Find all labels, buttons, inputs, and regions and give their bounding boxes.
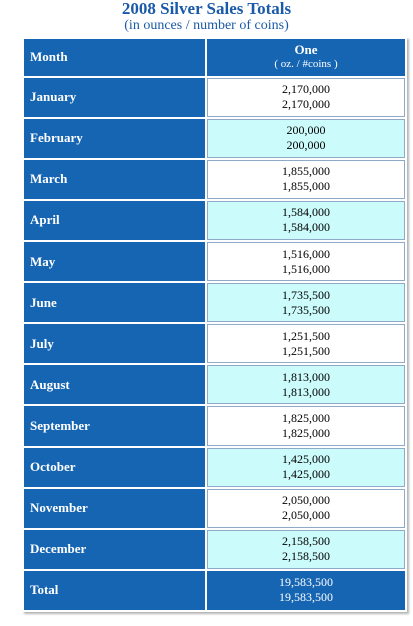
month-label: August bbox=[24, 365, 205, 405]
ounces-value: 1,735,500 bbox=[282, 287, 330, 302]
ounces-value: 1,516,000 bbox=[282, 246, 330, 261]
sales-value-cell: 1,584,000 1,584,000 bbox=[207, 200, 405, 241]
sales-value-cell: 2,050,000 2,050,000 bbox=[207, 488, 405, 528]
total-coins-value: 19,583,500 bbox=[279, 590, 333, 605]
month-label: January bbox=[24, 77, 205, 117]
month-label: June bbox=[24, 283, 205, 323]
coins-value: 1,584,000 bbox=[282, 220, 330, 235]
column-header-value-units: ( oz. / #coins ) bbox=[274, 58, 338, 71]
column-header-month: Month bbox=[24, 39, 205, 76]
month-label: July bbox=[24, 324, 205, 364]
month-label: September bbox=[24, 406, 205, 446]
table-row: April 1,584,000 1,584,000 bbox=[24, 200, 405, 241]
total-ounces-value: 19,583,500 bbox=[279, 575, 333, 590]
page-title: 2008 Silver Sales Totals bbox=[121, 0, 292, 18]
sales-value-cell: 1,425,000 1,425,000 bbox=[207, 447, 405, 487]
ounces-value: 1,825,000 bbox=[282, 410, 330, 425]
table-row: September 1,825,000 1,825,000 bbox=[24, 406, 405, 446]
coins-value: 2,170,000 bbox=[282, 97, 330, 112]
month-label: May bbox=[24, 242, 205, 282]
table-row: January 2,170,000 2,170,000 bbox=[24, 77, 405, 117]
sales-value-cell: 1,825,000 1,825,000 bbox=[207, 406, 405, 446]
sales-value-cell: 2,158,500 2,158,500 bbox=[207, 529, 405, 569]
table-row: August 1,813,000 1,813,000 bbox=[24, 365, 405, 405]
ounces-value: 2,158,500 bbox=[282, 534, 330, 549]
coins-value: 2,158,500 bbox=[282, 549, 330, 564]
month-label: November bbox=[24, 488, 205, 528]
coins-value: 1,813,000 bbox=[282, 384, 330, 399]
coins-value: 2,050,000 bbox=[282, 508, 330, 523]
coins-value: 1,251,500 bbox=[282, 343, 330, 358]
total-label: Total bbox=[24, 570, 205, 610]
table-header-row: Month One ( oz. / #coins ) bbox=[24, 39, 405, 76]
coins-value: 1,855,000 bbox=[282, 179, 330, 194]
sales-value-cell: 1,516,000 1,516,000 bbox=[207, 242, 405, 282]
ounces-value: 1,813,000 bbox=[282, 369, 330, 384]
ounces-value: 1,251,500 bbox=[282, 328, 330, 343]
table-row: May 1,516,000 1,516,000 bbox=[24, 242, 405, 282]
total-row: Total 19,583,500 19,583,500 bbox=[24, 570, 405, 610]
month-label: December bbox=[24, 529, 205, 569]
month-label: March bbox=[24, 159, 205, 199]
month-label: April bbox=[24, 200, 205, 241]
ounces-value: 1,425,000 bbox=[282, 452, 330, 467]
column-header-value: One ( oz. / #coins ) bbox=[207, 39, 405, 76]
table-row: December 2,158,500 2,158,500 bbox=[24, 529, 405, 569]
table-row: November 2,050,000 2,050,000 bbox=[24, 488, 405, 528]
sales-table: Month One ( oz. / #coins ) January 2,170… bbox=[22, 37, 407, 612]
month-label: February bbox=[24, 118, 205, 158]
ounces-value: 200,000 bbox=[286, 123, 326, 138]
month-label: October bbox=[24, 447, 205, 487]
total-value-cell: 19,583,500 19,583,500 bbox=[207, 570, 405, 610]
sales-table-container: Month One ( oz. / #coins ) January 2,170… bbox=[22, 37, 407, 612]
table-row: October 1,425,000 1,425,000 bbox=[24, 447, 405, 487]
ounces-value: 1,855,000 bbox=[282, 164, 330, 179]
ounces-value: 2,170,000 bbox=[282, 82, 330, 97]
sales-value-cell: 1,813,000 1,813,000 bbox=[207, 365, 405, 405]
coins-value: 1,825,000 bbox=[282, 425, 330, 440]
table-row: July 1,251,500 1,251,500 bbox=[24, 324, 405, 364]
coins-value: 1,425,000 bbox=[282, 467, 330, 482]
sales-value-cell: 1,855,000 1,855,000 bbox=[207, 159, 405, 199]
coins-value: 1,735,500 bbox=[282, 302, 330, 317]
coins-value: 1,516,000 bbox=[282, 261, 330, 276]
page-subtitle: (in ounces / number of coins) bbox=[124, 18, 289, 33]
table-row: February 200,000 200,000 bbox=[24, 118, 405, 158]
sales-value-cell: 2,170,000 2,170,000 bbox=[207, 77, 405, 117]
ounces-value: 1,584,000 bbox=[282, 205, 330, 220]
table-row: June 1,735,500 1,735,500 bbox=[24, 283, 405, 323]
sales-value-cell: 1,251,500 1,251,500 bbox=[207, 324, 405, 364]
column-header-value-title: One bbox=[294, 42, 318, 58]
sales-value-cell: 1,735,500 1,735,500 bbox=[207, 283, 405, 323]
ounces-value: 2,050,000 bbox=[282, 493, 330, 508]
sales-value-cell: 200,000 200,000 bbox=[207, 118, 405, 158]
table-row: March 1,855,000 1,855,000 bbox=[24, 159, 405, 199]
coins-value: 200,000 bbox=[286, 138, 326, 153]
